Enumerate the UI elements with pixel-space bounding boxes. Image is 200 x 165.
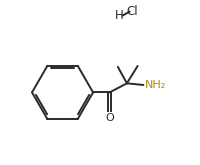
Text: NH₂: NH₂ <box>144 80 165 90</box>
Text: H: H <box>115 9 123 22</box>
Text: Cl: Cl <box>126 5 138 18</box>
Text: O: O <box>105 113 113 123</box>
